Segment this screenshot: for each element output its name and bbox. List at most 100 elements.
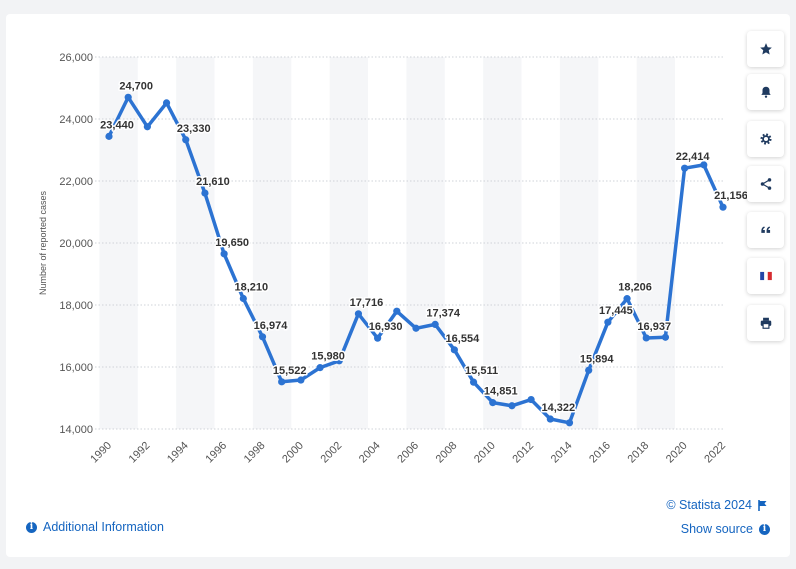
data-label: 14,851 (484, 386, 518, 398)
data-point (508, 402, 516, 410)
data-label: 21,156 (714, 190, 748, 202)
data-point (354, 310, 363, 318)
notification-button[interactable] (747, 74, 784, 110)
show-source-label: Show source (680, 522, 753, 536)
y-tick-label: 22,000 (59, 176, 93, 188)
background-band (99, 57, 138, 429)
data-point (527, 395, 535, 404)
x-tick-label: 1992 (127, 440, 153, 466)
data-point (201, 189, 209, 197)
y-axis-title: Number of reported cases (38, 190, 48, 295)
printer-icon (760, 317, 771, 329)
share-icon (760, 178, 771, 190)
data-point (316, 364, 324, 372)
y-tick-label: 14,000 (59, 424, 93, 436)
data-label: 15,894 (580, 353, 615, 365)
data-point (681, 164, 689, 172)
print-button[interactable] (747, 305, 784, 341)
data-label: 24,700 (119, 80, 153, 92)
data-point (412, 324, 420, 332)
data-point (700, 161, 708, 169)
statista-credit-link[interactable]: © Statista 2024 (666, 498, 768, 512)
data-point (162, 99, 171, 107)
data-label: 17,716 (350, 297, 384, 309)
x-tick-label: 1994 (165, 440, 191, 466)
data-label: 23,440 (100, 119, 134, 131)
data-labels: 23,440 24,700 23,330 21,610 19,650 18,210 16,9… (99, 79, 750, 416)
x-tick-label: 1998 (242, 440, 268, 466)
french-flag-icon (759, 271, 772, 281)
settings-button[interactable] (747, 121, 784, 157)
star-icon (759, 43, 772, 55)
data-point (585, 366, 593, 374)
data-label: 16,930 (369, 321, 403, 333)
data-point (661, 333, 670, 341)
bell-icon (760, 86, 771, 98)
cite-button[interactable] (747, 212, 784, 248)
data-point (393, 307, 401, 315)
additional-information-label: Additional Information (43, 520, 164, 534)
show-source-link[interactable]: Show source i (681, 522, 770, 536)
y-tick-label: 24,000 (59, 114, 93, 126)
y-axis-ticks: 14,000 16,000 18,000 20,000 22,000 24,000 26,0… (59, 52, 93, 436)
data-point (258, 333, 267, 341)
x-tick-label: 2016 (587, 440, 613, 466)
data-label: 16,554 (446, 333, 481, 345)
chart-card: 14,000 16,000 18,000 20,000 22,000 24,000 26,0… (6, 14, 790, 557)
x-tick-label: 2000 (280, 440, 306, 466)
x-tick-label: 2014 (549, 440, 575, 466)
x-tick-label: 2010 (472, 440, 498, 466)
data-label: 18,206 (618, 282, 652, 294)
data-point (239, 294, 247, 303)
y-tick-label: 20,000 (59, 238, 93, 250)
favorite-button[interactable] (747, 31, 784, 67)
data-point (143, 123, 151, 131)
line-chart: 14,000 16,000 18,000 20,000 22,000 24,000 26,0… (38, 52, 750, 466)
x-tick-label: 1996 (203, 440, 229, 466)
data-label: 21,610 (196, 176, 230, 188)
background-band (176, 57, 215, 429)
y-tick-label: 18,000 (59, 300, 93, 312)
y-tick-label: 16,000 (59, 362, 93, 374)
data-label: 22,414 (676, 151, 711, 163)
x-tick-label: 2002 (319, 440, 345, 466)
share-button[interactable] (747, 166, 784, 202)
x-tick-label: 2020 (664, 440, 690, 466)
data-point (278, 378, 286, 386)
data-point (220, 250, 228, 258)
x-tick-label: 2004 (357, 440, 383, 466)
gear-icon (759, 133, 772, 145)
data-label: 15,511 (465, 365, 498, 377)
data-label: 16,937 (637, 321, 671, 333)
gridlines (95, 56, 725, 430)
x-tick-label: 2012 (510, 440, 536, 466)
info-icon: i (759, 523, 770, 535)
additional-information-link[interactable]: i Additional Information (26, 520, 164, 534)
data-point (297, 376, 305, 384)
x-tick-label: 2006 (395, 440, 421, 466)
x-tick-label: 1990 (88, 440, 114, 466)
x-tick-label: 2008 (434, 440, 460, 466)
data-label: 16,974 (254, 320, 289, 332)
data-label: 17,445 (599, 305, 633, 317)
y-tick-label: 26,000 (59, 52, 93, 64)
data-point (124, 93, 132, 101)
data-label: 23,330 (177, 123, 211, 135)
x-tick-label: 2018 (626, 440, 652, 466)
data-label: 15,980 (311, 351, 345, 363)
flag-icon (758, 499, 767, 511)
data-label: 14,322 (541, 402, 575, 414)
data-point (335, 357, 343, 365)
data-point (719, 203, 727, 211)
data-label: 18,210 (234, 281, 268, 293)
data-point (105, 132, 113, 140)
data-point (450, 346, 458, 354)
language-button[interactable] (747, 258, 784, 294)
data-point (623, 295, 631, 303)
credit-label: © Statista 2024 (666, 498, 752, 512)
x-axis-ticks: 1990 1992 1994 1996 1998 2000 2002 2004 2006 2008… (88, 440, 728, 466)
data-point (642, 334, 650, 342)
data-point (604, 318, 612, 326)
data-point (565, 419, 574, 427)
data-label: 15,522 (273, 365, 307, 377)
